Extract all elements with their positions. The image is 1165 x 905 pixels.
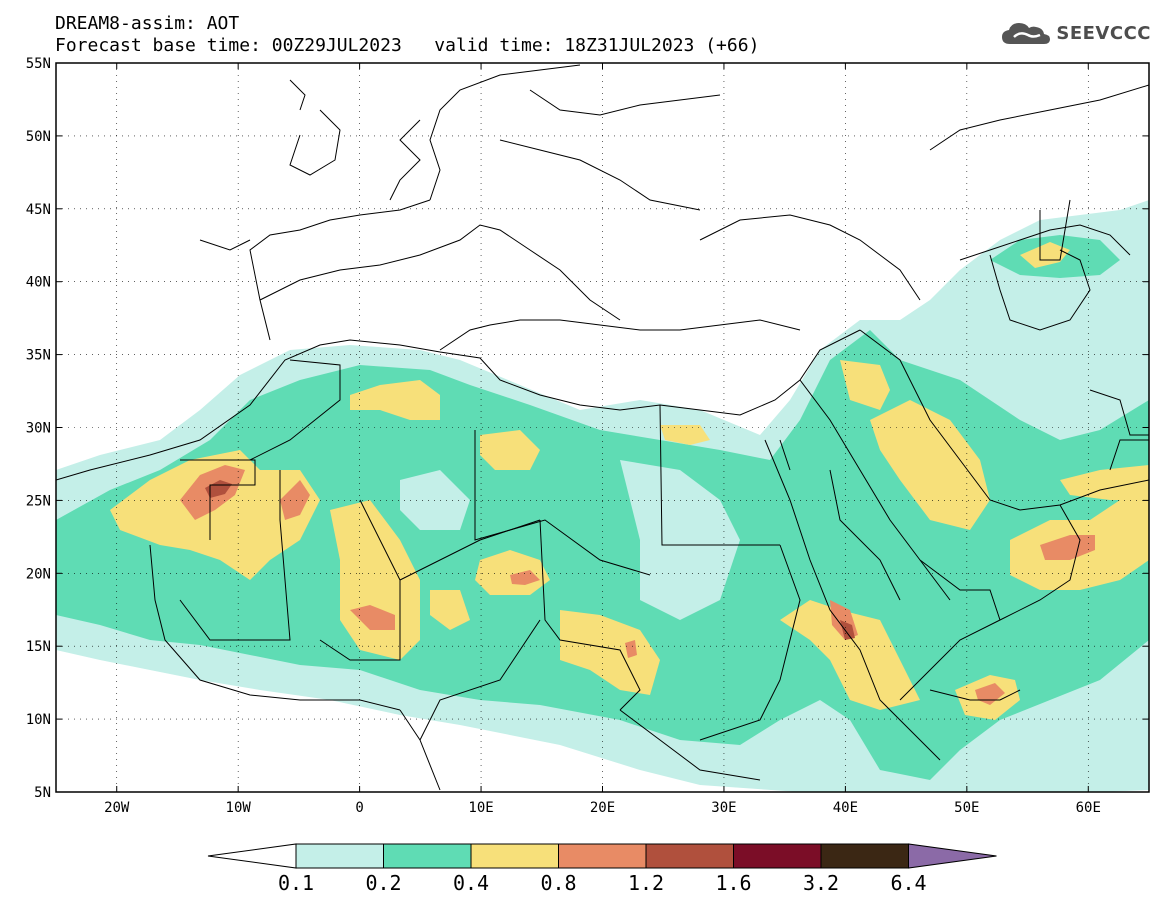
aot-band-0.4: [110, 242, 1149, 720]
lat-label: 45N: [26, 202, 51, 218]
valid-time: valid time: 18Z31JUL2023 (+66): [434, 35, 760, 56]
colorbar-segment: [383, 843, 472, 869]
colorbar-segment: [295, 843, 384, 869]
colorbar-level-label: 0.2: [365, 871, 401, 895]
colorbar-under-arrow: [207, 843, 297, 869]
gridlines: [56, 63, 1149, 792]
lon-label: 20W: [104, 800, 130, 816]
lat-label: 40N: [26, 275, 51, 291]
seevccc-logo: SEEVCCC: [1000, 20, 1151, 46]
colorbar-level-label: 0.4: [453, 871, 489, 895]
colorbar-level-label: 6.4: [890, 871, 926, 895]
colorbar-level-label: 3.2: [803, 871, 839, 895]
aot-band-0.1-hole: [400, 470, 470, 530]
lat-label: 20N: [26, 566, 51, 582]
lon-label: 0: [355, 800, 363, 816]
lon-label: 10E: [468, 800, 493, 816]
map-title: DREAM8-assim: AOT: [55, 13, 240, 34]
lat-label: 5N: [34, 785, 51, 801]
colorbar-level-label: 0.1: [278, 871, 314, 895]
colorbar-labels: 0.1 0.2 0.4 0.8 1.2 1.6 3.2 6.4: [278, 871, 927, 895]
lon-label: 40E: [833, 800, 858, 816]
logo-text: SEEVCCC: [1056, 22, 1151, 44]
colorbar-segment: [470, 843, 559, 869]
colorbar-level-label: 0.8: [540, 871, 576, 895]
aot-band-0.1-hole: [620, 460, 740, 620]
colorbar-segment: [558, 843, 647, 869]
colorbar-level-label: 1.6: [715, 871, 751, 895]
lat-label: 50N: [26, 129, 51, 145]
lat-label: 15N: [26, 639, 51, 655]
lon-label: 50E: [954, 800, 979, 816]
lat-label: 30N: [26, 421, 51, 437]
forecast-times: Forecast base time: 00Z29JUL2023 valid t…: [55, 36, 759, 56]
lon-label: 60E: [1076, 800, 1101, 816]
lat-label: 55N: [26, 56, 51, 72]
lat-label: 10N: [26, 712, 51, 728]
lon-label: 20E: [590, 800, 615, 816]
latitude-labels: 55N 50N 45N 40N 35N 30N 25N 20N 15N 10N 5N: [26, 56, 1149, 801]
longitude-labels: 20W 10W 0 10E 20E 30E 40E 50E 60E: [104, 63, 1101, 816]
lon-label: 30E: [711, 800, 736, 816]
colorbar-level-label: 1.2: [628, 871, 664, 895]
base-time: Forecast base time: 00Z29JUL2023: [55, 35, 402, 56]
lon-label: 10W: [226, 800, 252, 816]
colorbar-over-arrow: [908, 843, 997, 869]
cloud-icon: [1002, 23, 1051, 44]
coastlines: [56, 64, 1149, 791]
colorbar-segment: [733, 843, 822, 869]
colorbar-segment: [820, 843, 909, 869]
colorbar: [207, 843, 997, 869]
lat-label: 35N: [26, 348, 51, 364]
lat-label: 25N: [26, 493, 51, 509]
colorbar-segment: [645, 843, 734, 869]
